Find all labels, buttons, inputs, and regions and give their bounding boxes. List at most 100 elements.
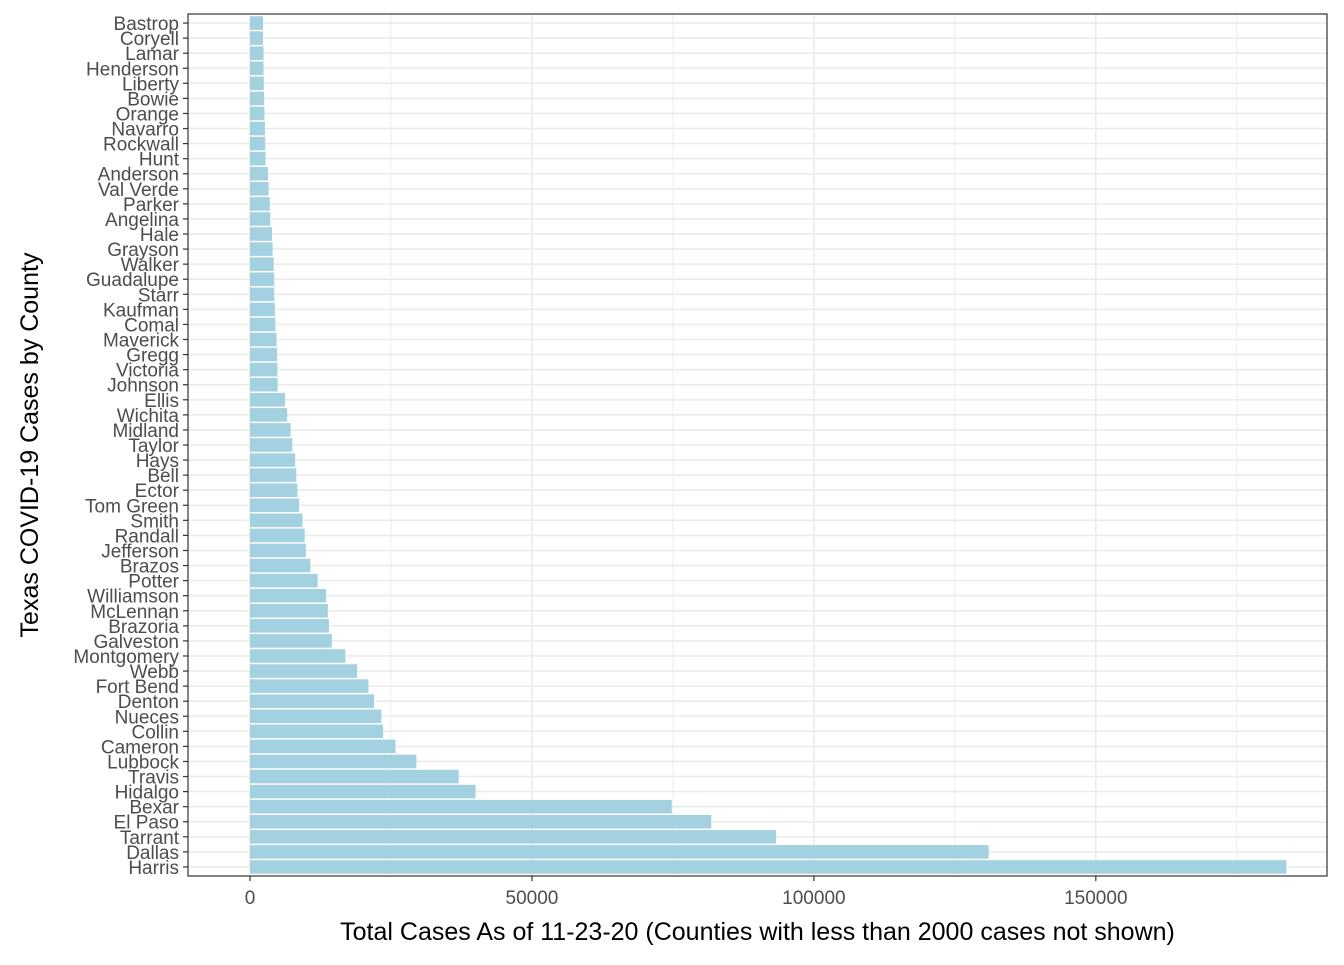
x-tick-label: 0 xyxy=(245,888,256,909)
y-tick-label: Midland xyxy=(112,421,179,442)
y-tick-label: El Paso xyxy=(114,813,179,834)
bar-brazos xyxy=(250,558,311,573)
x-tick-label: 50000 xyxy=(506,888,559,909)
bar-johnson xyxy=(250,377,278,392)
bar-walker xyxy=(250,257,274,271)
y-tick-label: Bowie xyxy=(127,89,179,110)
bar-angelina xyxy=(250,212,271,226)
y-tick-label: Montgomery xyxy=(73,647,179,668)
bar-val-verde xyxy=(250,182,269,196)
bar-taylor xyxy=(250,438,293,452)
y-tick-label: Travis xyxy=(128,768,179,789)
y-tick-label: Bexar xyxy=(129,798,179,819)
y-tick-label: Hunt xyxy=(139,150,180,171)
bar-tom-green xyxy=(250,498,300,513)
bar-gregg xyxy=(250,347,278,362)
bar-wichita xyxy=(250,408,288,422)
x-axis-ticks: 0 50000 100000 150000 xyxy=(245,876,1128,909)
y-tick-label: Nueces xyxy=(115,707,179,728)
y-tick-label: Starr xyxy=(138,285,180,306)
bar-bastrop xyxy=(250,16,263,30)
bar-webb xyxy=(250,664,358,678)
bar-navarro xyxy=(250,121,265,136)
y-tick-label: Henderson xyxy=(86,59,179,80)
y-tick-label: Denton xyxy=(118,692,179,713)
y-tick-label: Lubbock xyxy=(107,752,179,773)
y-tick-label: Dallas xyxy=(126,843,179,864)
y-tick-label: Webb xyxy=(130,662,179,683)
bar-collin xyxy=(250,724,384,739)
y-tick-label: Tarrant xyxy=(120,828,180,849)
y-tick-label: Collin xyxy=(131,722,179,743)
bar-lubbock xyxy=(250,754,417,769)
bar-nueces xyxy=(250,709,382,724)
bar-ector xyxy=(250,483,298,497)
bar-fort-bend xyxy=(250,679,369,693)
y-tick-label: Parker xyxy=(123,195,180,216)
bar-mclennan xyxy=(250,603,328,618)
bar-coryell xyxy=(250,31,263,45)
y-tick-label: Brazos xyxy=(120,557,179,578)
y-tick-label: Williamson xyxy=(87,587,179,608)
bar-bell xyxy=(250,468,297,482)
y-tick-label: Guadalupe xyxy=(86,270,179,291)
y-tick-label: Grayson xyxy=(107,240,179,261)
bar-cameron xyxy=(250,739,396,754)
bar-layer xyxy=(250,16,1287,874)
y-tick-label: Johnson xyxy=(107,376,179,397)
x-tick-label: 150000 xyxy=(1064,888,1127,909)
y-tick-label: Gregg xyxy=(126,346,179,367)
bar-potter xyxy=(250,573,318,588)
bar-liberty xyxy=(250,76,264,91)
bar-starr xyxy=(250,287,275,302)
y-tick-label: Jefferson xyxy=(101,541,179,562)
y-tick-label: Ellis xyxy=(144,391,179,412)
grid-layer xyxy=(188,14,1327,876)
bar-henderson xyxy=(250,61,264,76)
y-tick-label: Taylor xyxy=(128,436,179,457)
bar-galveston xyxy=(250,634,332,648)
y-tick-label: McLennan xyxy=(90,602,179,623)
y-tick-label: Hays xyxy=(136,451,179,472)
bar-ellis xyxy=(250,393,285,407)
y-axis-title: Texas COVID-19 Cases by County xyxy=(16,252,44,637)
y-tick-label: Potter xyxy=(128,572,179,593)
bar-hale xyxy=(250,227,273,241)
y-tick-label: Navarro xyxy=(111,120,179,141)
x-tick-label: 100000 xyxy=(782,888,845,909)
bar-grayson xyxy=(250,242,273,256)
bar-bowie xyxy=(250,91,265,106)
y-tick-label: Liberty xyxy=(122,74,180,95)
y-tick-label: Brazoria xyxy=(108,617,179,638)
bar-rockwall xyxy=(250,136,266,151)
bar-dallas xyxy=(250,845,989,859)
bar-hays xyxy=(250,453,296,467)
y-tick-label: Coryell xyxy=(120,29,179,50)
bar-guadalupe xyxy=(250,272,275,287)
bar-randall xyxy=(250,528,305,543)
bar-harris xyxy=(250,860,1287,874)
y-tick-label: Ector xyxy=(135,481,180,502)
y-tick-label: Tom Green xyxy=(85,496,179,517)
y-tick-label: Maverick xyxy=(103,331,180,352)
bar-parker xyxy=(250,197,270,211)
bar-anderson xyxy=(250,166,269,181)
y-tick-label: Smith xyxy=(130,511,179,532)
bar-travis xyxy=(250,769,459,784)
bar-comal xyxy=(250,317,276,332)
y-tick-label: Orange xyxy=(116,104,179,125)
y-tick-label: Lamar xyxy=(125,44,180,65)
y-tick-label: Comal xyxy=(124,315,179,336)
y-tick-label: Fort Bend xyxy=(96,677,179,698)
y-tick-label: Val Verde xyxy=(98,180,179,201)
y-tick-label: Victoria xyxy=(116,361,179,382)
bar-hunt xyxy=(250,151,266,166)
y-tick-label: Harris xyxy=(128,858,179,879)
bar-orange xyxy=(250,106,265,121)
bar-el-paso xyxy=(250,814,712,829)
bar-brazoria xyxy=(250,619,329,633)
bar-jefferson xyxy=(250,543,306,558)
bar-lamar xyxy=(250,46,264,60)
